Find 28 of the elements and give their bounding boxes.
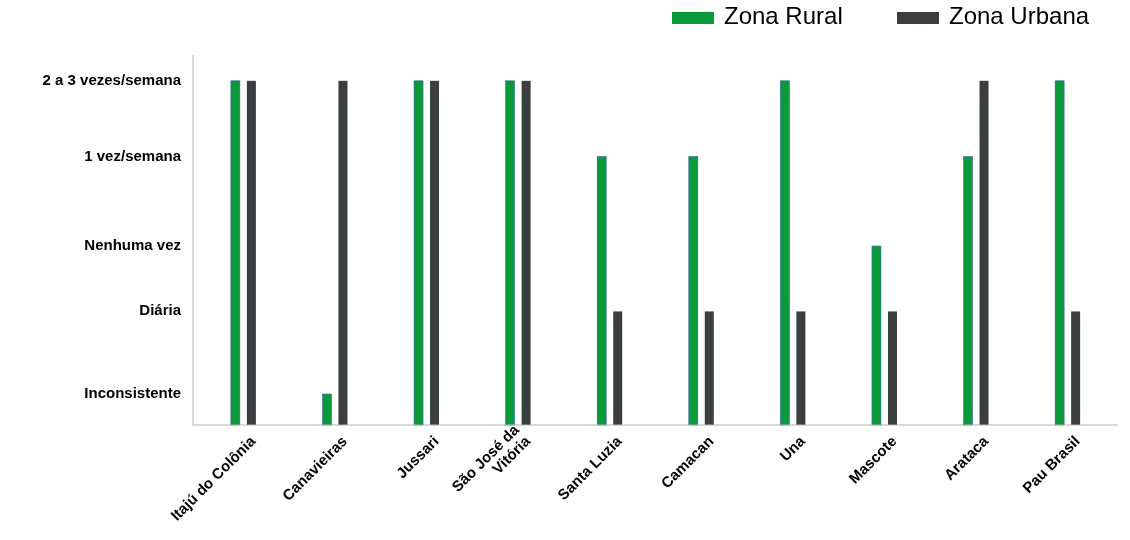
- x-tick-label: Una: [776, 431, 809, 465]
- bar: [704, 311, 714, 425]
- bar: [322, 393, 332, 426]
- bar: [1071, 311, 1081, 425]
- bar: [688, 156, 699, 426]
- bar: [871, 245, 882, 426]
- bar: [505, 80, 515, 426]
- bar: [230, 80, 241, 426]
- bar: [413, 80, 424, 426]
- bar: [521, 80, 531, 425]
- bar: [780, 80, 790, 426]
- bar: [1054, 80, 1065, 426]
- text: 2 a 3 vezes/semana: [42, 70, 182, 88]
- bar: [963, 156, 973, 426]
- bar: [796, 311, 806, 425]
- bar: [338, 80, 348, 425]
- bar: [887, 311, 897, 425]
- text: 1 vez/semana: [84, 146, 182, 164]
- text: Diária: [139, 301, 182, 319]
- legend-label: Zona Rural: [724, 2, 843, 30]
- legend-label: Zona Urbana: [949, 2, 1090, 30]
- bar: [613, 311, 623, 425]
- text: Inconsistente: [84, 383, 181, 401]
- bar: [246, 80, 256, 425]
- bar: [979, 80, 989, 425]
- bar: [430, 80, 440, 425]
- text: Nenhuma vez: [84, 235, 181, 253]
- bar: [596, 156, 607, 426]
